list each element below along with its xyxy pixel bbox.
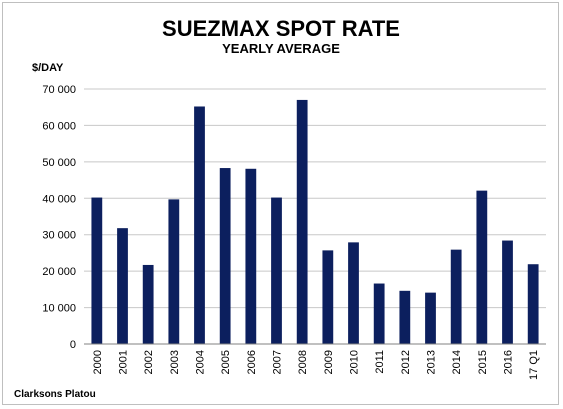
bar-2016: [502, 240, 513, 344]
source-note: Clarksons Platou: [14, 389, 96, 400]
bar-2010: [348, 242, 359, 344]
y-tick-label: 20 000: [42, 266, 76, 278]
x-tick-label: 2008: [297, 350, 309, 374]
y-tick-label: 60 000: [42, 120, 76, 132]
bar-17-q1: [527, 264, 539, 344]
x-tick-label: 2013: [426, 350, 438, 374]
y-tick-label: 10 000: [42, 303, 76, 315]
bar-2000: [91, 197, 103, 344]
bar-2001: [117, 228, 128, 344]
bar-2007: [271, 197, 282, 344]
bar-2002: [142, 264, 154, 344]
x-tick-label: 17 Q1: [528, 350, 540, 380]
x-tick-label: 2011: [374, 350, 386, 374]
x-tick-label: 2010: [349, 350, 361, 374]
bars: [91, 99, 539, 344]
bar-2005: [219, 168, 231, 344]
x-tick-labels: 2000 2001 2002 2003 2004 2005 2006 2007 2008 2009…: [92, 350, 540, 380]
x-tick-label: 2014: [451, 350, 463, 374]
bar-2011: [373, 283, 385, 344]
x-tick-label: 2012: [400, 350, 412, 374]
y-tick-label: 30 000: [42, 230, 76, 242]
y-tick-label: 40 000: [42, 193, 76, 205]
x-tick-label: 2004: [195, 350, 207, 374]
x-tick-label: 2006: [246, 350, 258, 374]
y-tick-labels: 0 10 000 20 000 30 000 40 000 50 000 60 000 70 …: [42, 84, 76, 351]
bar-2004: [194, 106, 205, 344]
bar-2013: [425, 292, 436, 344]
bar-2008: [296, 99, 308, 344]
x-tick-label: 2009: [323, 350, 335, 374]
x-tick-label: 2005: [220, 350, 232, 374]
y-tick-label: 50 000: [42, 157, 76, 169]
x-tick-label: 2000: [92, 350, 104, 374]
x-tick-label: 2003: [169, 350, 181, 374]
chart-subtitle: YEARLY AVERAGE: [222, 41, 340, 56]
x-tick-label: 2002: [143, 350, 155, 374]
bar-2009: [322, 250, 334, 344]
bar-2015: [476, 190, 488, 344]
x-tick-label: 2007: [272, 350, 284, 374]
y-tick-label: 70 000: [42, 84, 76, 96]
y-tick-label: 0: [70, 339, 76, 351]
bar-2012: [399, 290, 411, 344]
bar-2014: [450, 249, 462, 344]
y-axis-label: $/DAY: [32, 62, 64, 74]
x-tick-label: 2016: [503, 350, 515, 374]
bar-2003: [168, 199, 180, 344]
x-tick-label: 2001: [118, 350, 130, 374]
chart-title: SUEZMAX SPOT RATE: [162, 16, 400, 41]
gridlines: [84, 88, 546, 309]
bar-2006: [245, 168, 257, 344]
x-tick-label: 2015: [477, 350, 489, 374]
